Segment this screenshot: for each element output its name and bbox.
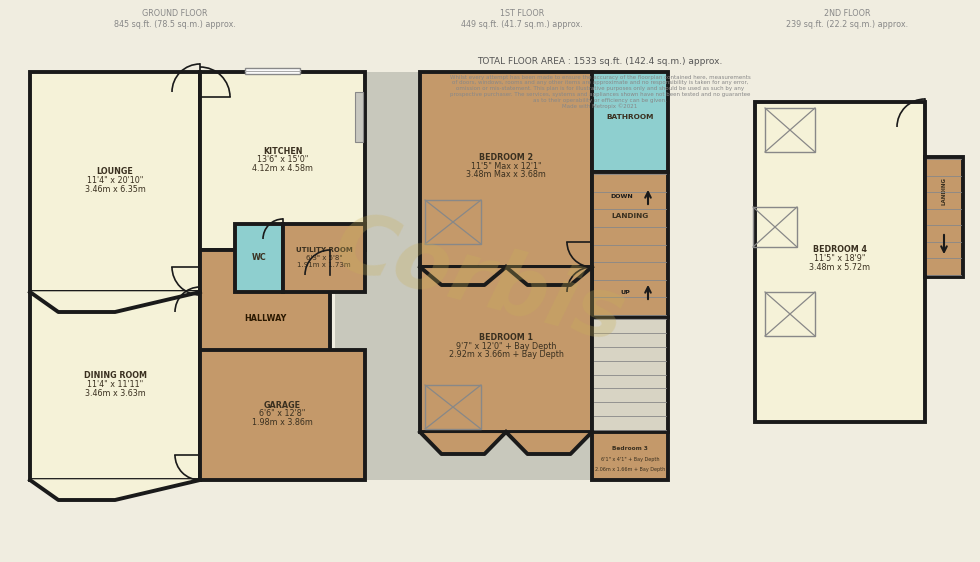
Bar — [765, 292, 815, 336]
Text: 6'3" x 5'8": 6'3" x 5'8" — [306, 255, 342, 261]
Bar — [592, 432, 668, 480]
Text: BATHROOM: BATHROOM — [607, 114, 654, 120]
Text: 1.98m x 3.86m: 1.98m x 3.86m — [252, 418, 313, 427]
Text: GROUND FLOOR
845 sq.ft. (78.5 sq.m.) approx.: GROUND FLOOR 845 sq.ft. (78.5 sq.m.) app… — [114, 10, 236, 29]
Text: LANDING: LANDING — [612, 212, 649, 219]
Polygon shape — [30, 480, 200, 500]
Text: GARAGE: GARAGE — [264, 401, 301, 410]
Bar — [925, 157, 963, 277]
Bar — [420, 72, 668, 480]
Bar — [30, 72, 200, 292]
Text: DINING ROOM: DINING ROOM — [83, 371, 146, 380]
Text: BEDROOM 2: BEDROOM 2 — [479, 153, 533, 162]
Text: UTILITY ROOM: UTILITY ROOM — [296, 247, 353, 253]
Text: 11'4" x 20'10": 11'4" x 20'10" — [87, 176, 143, 185]
Bar — [245, 68, 300, 74]
Polygon shape — [30, 292, 200, 312]
Text: 13'6" x 15'0": 13'6" x 15'0" — [257, 155, 308, 164]
Text: Corbis: Corbis — [325, 205, 634, 360]
Bar — [425, 385, 481, 429]
Bar — [200, 250, 330, 387]
Bar — [283, 224, 365, 292]
Polygon shape — [420, 267, 506, 285]
Text: HALLWAY: HALLWAY — [244, 314, 286, 323]
Bar — [755, 102, 925, 422]
Text: 1ST FLOOR
449 sq.ft. (41.7 sq.m.) approx.: 1ST FLOOR 449 sq.ft. (41.7 sq.m.) approx… — [462, 10, 583, 29]
Text: 3.48m Max x 3.68m: 3.48m Max x 3.68m — [466, 170, 546, 179]
Bar — [420, 72, 592, 267]
Text: Whilst every attempt has been made to ensure the accuracy of the floorplan conta: Whilst every attempt has been made to en… — [450, 75, 751, 110]
Text: BEDROOM 1: BEDROOM 1 — [479, 333, 533, 342]
Text: 2.06m x 1.66m + Bay Depth: 2.06m x 1.66m + Bay Depth — [595, 466, 665, 472]
Text: 3.48m x 5.72m: 3.48m x 5.72m — [809, 263, 870, 272]
Polygon shape — [506, 267, 592, 285]
Text: 1.91m x 1.73m: 1.91m x 1.73m — [297, 262, 351, 268]
Text: 11'5" x 18'9": 11'5" x 18'9" — [814, 254, 865, 263]
Text: BEDROOM 4: BEDROOM 4 — [813, 246, 867, 255]
Text: 3.46m x 6.35m: 3.46m x 6.35m — [84, 185, 145, 194]
Bar — [200, 72, 365, 250]
Polygon shape — [506, 432, 592, 454]
Bar — [765, 108, 815, 152]
Text: 11'4" x 11'11": 11'4" x 11'11" — [87, 380, 143, 389]
Text: 11'5" Max x 12'1": 11'5" Max x 12'1" — [470, 162, 541, 171]
Text: KITCHEN: KITCHEN — [263, 147, 302, 156]
Text: LANDING: LANDING — [942, 176, 947, 205]
Bar — [592, 317, 668, 432]
Bar — [200, 350, 365, 480]
Bar — [30, 292, 200, 480]
Text: 9'7" x 12'0" + Bay Depth: 9'7" x 12'0" + Bay Depth — [456, 342, 557, 351]
Text: 2ND FLOOR
239 sq.ft. (22.2 sq.m.) approx.: 2ND FLOOR 239 sq.ft. (22.2 sq.m.) approx… — [786, 10, 908, 29]
Text: 6'6" x 12'8": 6'6" x 12'8" — [260, 409, 306, 418]
Text: DOWN: DOWN — [611, 194, 633, 200]
Text: Bedroom 3: Bedroom 3 — [612, 446, 648, 451]
Text: LOUNGE: LOUNGE — [97, 167, 133, 176]
Text: WC: WC — [252, 253, 267, 262]
Text: 3.46m x 3.63m: 3.46m x 3.63m — [84, 389, 145, 398]
Text: 2.92m x 3.66m + Bay Depth: 2.92m x 3.66m + Bay Depth — [449, 350, 564, 360]
Bar — [592, 172, 668, 317]
Bar — [420, 267, 592, 432]
Bar — [335, 72, 445, 480]
Text: 4.12m x 4.58m: 4.12m x 4.58m — [252, 164, 313, 173]
Text: 6'1" x 4'1" + Bay Depth: 6'1" x 4'1" + Bay Depth — [601, 456, 660, 461]
Bar — [753, 207, 797, 247]
Text: TOTAL FLOOR AREA : 1533 sq.ft. (142.4 sq.m.) approx.: TOTAL FLOOR AREA : 1533 sq.ft. (142.4 sq… — [477, 57, 722, 66]
Bar — [592, 72, 668, 172]
Bar — [235, 224, 283, 292]
Bar — [425, 200, 481, 244]
Text: UP: UP — [620, 289, 630, 294]
Polygon shape — [420, 432, 506, 454]
Bar — [355, 92, 363, 142]
